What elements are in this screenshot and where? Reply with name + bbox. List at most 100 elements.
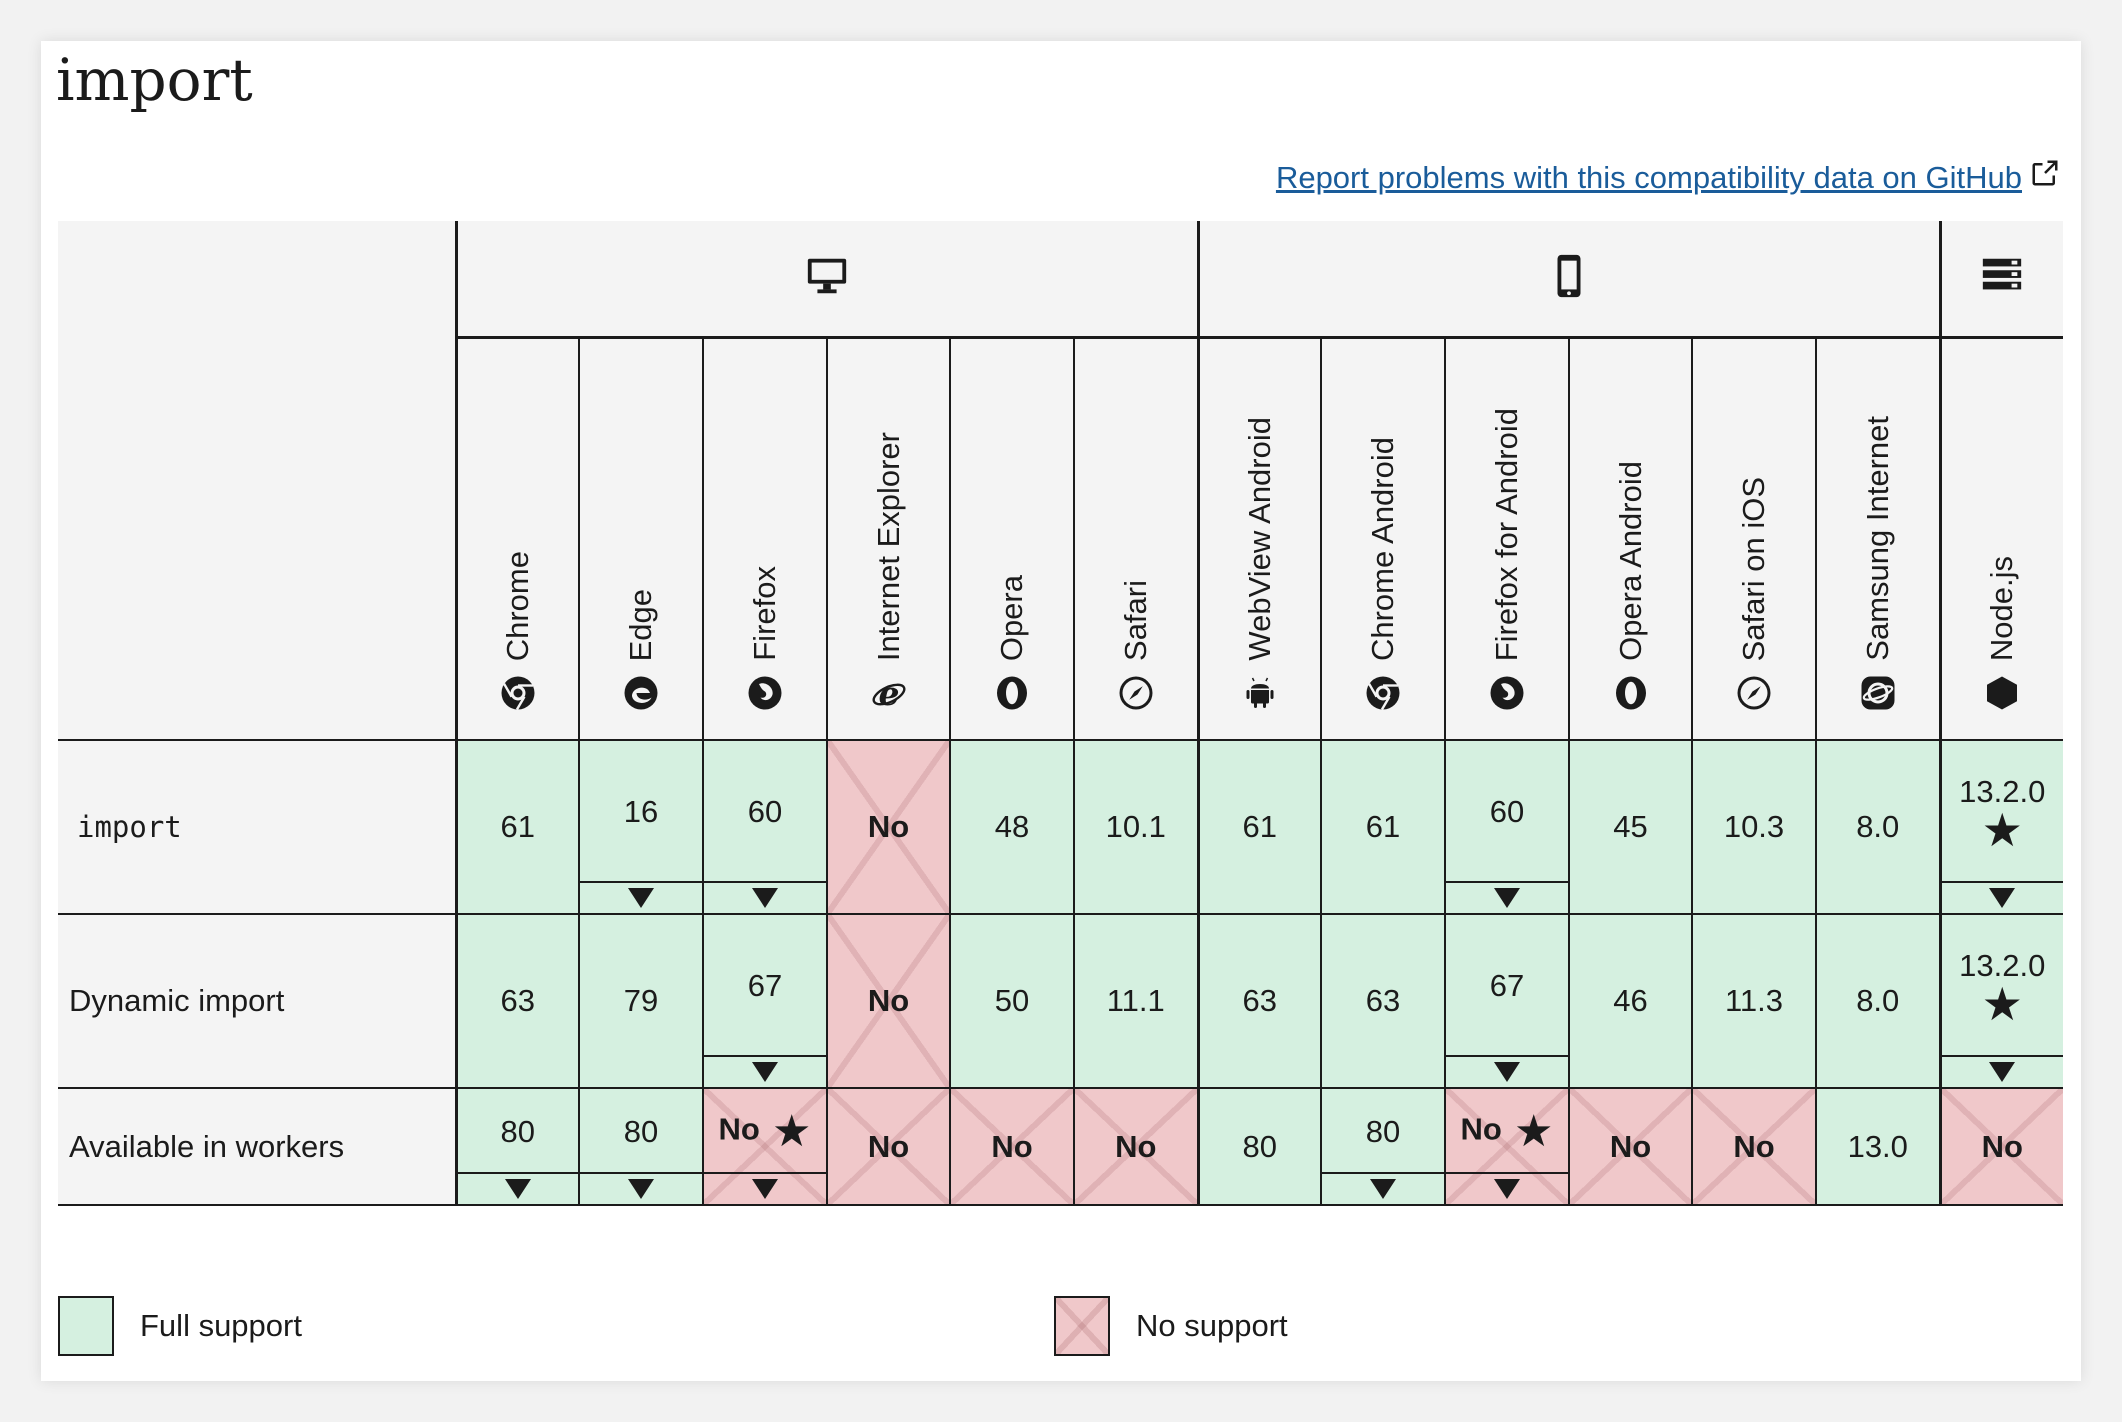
support-cell[interactable]: 80: [1320, 1088, 1445, 1206]
support-cell[interactable]: No ★: [1444, 1088, 1569, 1206]
support-cell[interactable]: No: [826, 914, 950, 1089]
browser-name: Safari: [1117, 580, 1153, 661]
expand-toggle[interactable]: [1446, 1055, 1568, 1087]
table-row: import 61 16 60 No 48 10.1 61 61 60 45 10.3 8.0 13.2.…: [58, 740, 2063, 915]
compat-table: Chrome Edge Firefox Internet Explorer e O…: [58, 221, 2063, 1206]
cell-value-wrap: 45: [1613, 809, 1647, 845]
expand-toggle[interactable]: [1941, 881, 2063, 913]
support-cell[interactable]: 16: [578, 740, 703, 915]
support-cell[interactable]: No: [1073, 1088, 1198, 1206]
cell-value-wrap: 63: [501, 983, 535, 1019]
cell-content: 46: [1570, 915, 1691, 1087]
cell-value-wrap: 11.1: [1107, 983, 1165, 1019]
browser-name: Samsung Internet: [1859, 416, 1895, 661]
support-cell[interactable]: 48: [949, 740, 1074, 915]
version-value: 60: [747, 794, 783, 829]
version-value: 13.2.0: [1959, 774, 2046, 809]
cell-content: 16: [580, 741, 702, 883]
version-value: 80: [500, 1113, 535, 1149]
legend-label: Full support: [140, 1308, 302, 1343]
triangle-down-icon: [752, 1179, 778, 1199]
support-cell[interactable]: 63: [1320, 914, 1445, 1089]
support-cell[interactable]: 63: [454, 914, 579, 1089]
support-cell[interactable]: 67: [702, 914, 827, 1089]
support-cell[interactable]: No: [826, 1088, 950, 1206]
support-cell[interactable]: 63: [1196, 914, 1321, 1089]
expand-toggle[interactable]: [580, 881, 702, 913]
expand-toggle[interactable]: [704, 1172, 826, 1204]
edge-icon: [623, 675, 659, 711]
support-cell[interactable]: 11.1: [1073, 914, 1198, 1089]
triangle-down-icon: [1494, 1062, 1520, 1082]
expand-toggle[interactable]: [704, 1055, 826, 1087]
support-cell[interactable]: No: [949, 1088, 1074, 1206]
support-cell[interactable]: 13.0: [1815, 1088, 1940, 1206]
browser-header: WebView Android: [1196, 337, 1321, 741]
expand-toggle[interactable]: [1446, 1172, 1568, 1204]
expand-toggle[interactable]: [457, 1172, 578, 1204]
support-cell[interactable]: 61: [1320, 740, 1445, 915]
report-problems-link[interactable]: Report problems with this compatibility …: [1276, 160, 2060, 196]
version-value: 60: [1489, 794, 1525, 829]
legend-full-support: Full support: [58, 1296, 302, 1356]
expand-toggle[interactable]: [580, 1172, 702, 1204]
version-value: No: [1733, 1128, 1775, 1164]
table-corner: [58, 221, 456, 741]
expand-toggle[interactable]: [1446, 881, 1568, 913]
cell-content: 61: [458, 741, 579, 913]
support-cell[interactable]: 11.3: [1691, 914, 1816, 1089]
cell-content: 10.1: [1075, 741, 1197, 913]
cell-content: 8.0: [1817, 741, 1939, 913]
browser-name: Opera Android: [1612, 461, 1648, 661]
cell-value-wrap: 13.2.0: [1959, 948, 2045, 984]
triangle-down-icon: [1989, 888, 2016, 908]
support-cell[interactable]: 61: [1196, 740, 1321, 915]
support-cell[interactable]: 67: [1444, 914, 1569, 1089]
expand-toggle[interactable]: [1941, 1055, 2063, 1087]
cell-value-wrap: 80: [624, 1114, 658, 1150]
support-cell[interactable]: 80: [578, 1088, 703, 1206]
support-cell[interactable]: 46: [1568, 914, 1692, 1089]
support-cell[interactable]: 13.2.0 ★: [1938, 740, 2063, 915]
support-cell[interactable]: 45: [1568, 740, 1692, 915]
version-value: 67: [747, 968, 783, 1003]
support-cell[interactable]: No: [826, 740, 950, 915]
report-link-label[interactable]: Report problems with this compatibility …: [1275, 160, 2022, 195]
support-cell[interactable]: 60: [702, 740, 827, 915]
cell-content: No ★: [704, 1089, 826, 1174]
cell-value-wrap: No: [868, 1129, 909, 1165]
browser-name: Edge: [623, 588, 658, 661]
support-cell[interactable]: No: [1938, 1088, 2063, 1206]
support-cell[interactable]: 60: [1444, 740, 1569, 915]
cell-value-wrap: 11.3: [1725, 983, 1783, 1019]
support-cell[interactable]: 8.0: [1815, 914, 1940, 1089]
firefox-icon: [747, 675, 783, 711]
cell-content: 11.3: [1693, 915, 1815, 1087]
cell-value-wrap: 63: [1366, 983, 1400, 1019]
cell-content: 13.0: [1817, 1089, 1939, 1204]
nodejs-icon: [1984, 675, 2020, 711]
feature-name: Available in workers: [58, 1088, 456, 1206]
support-cell[interactable]: 8.0: [1815, 740, 1940, 915]
support-cell[interactable]: 50: [949, 914, 1074, 1089]
support-cell[interactable]: 13.2.0 ★: [1938, 914, 2063, 1089]
expand-toggle[interactable]: [1322, 1172, 1444, 1204]
support-cell[interactable]: 10.1: [1073, 740, 1198, 915]
external-link-icon: [2030, 160, 2060, 196]
support-cell[interactable]: No ★: [702, 1088, 827, 1206]
server-icon: [1979, 258, 2025, 303]
chrome-icon: [1365, 675, 1401, 711]
feature-name: import: [58, 740, 456, 915]
support-cell[interactable]: 79: [578, 914, 703, 1089]
support-cell[interactable]: 80: [1196, 1088, 1321, 1206]
support-cell[interactable]: No: [1691, 1088, 1816, 1206]
triangle-down-icon: [752, 888, 778, 908]
support-cell[interactable]: 61: [454, 740, 579, 915]
cell-value-wrap: 10.1: [1106, 809, 1166, 845]
support-cell[interactable]: 10.3: [1691, 740, 1816, 915]
cell-value-wrap: 16: [624, 794, 658, 830]
expand-toggle[interactable]: [704, 881, 826, 913]
support-cell[interactable]: No: [1568, 1088, 1692, 1206]
support-cell[interactable]: 80: [454, 1088, 579, 1206]
cell-value-wrap: 46: [1613, 983, 1647, 1019]
